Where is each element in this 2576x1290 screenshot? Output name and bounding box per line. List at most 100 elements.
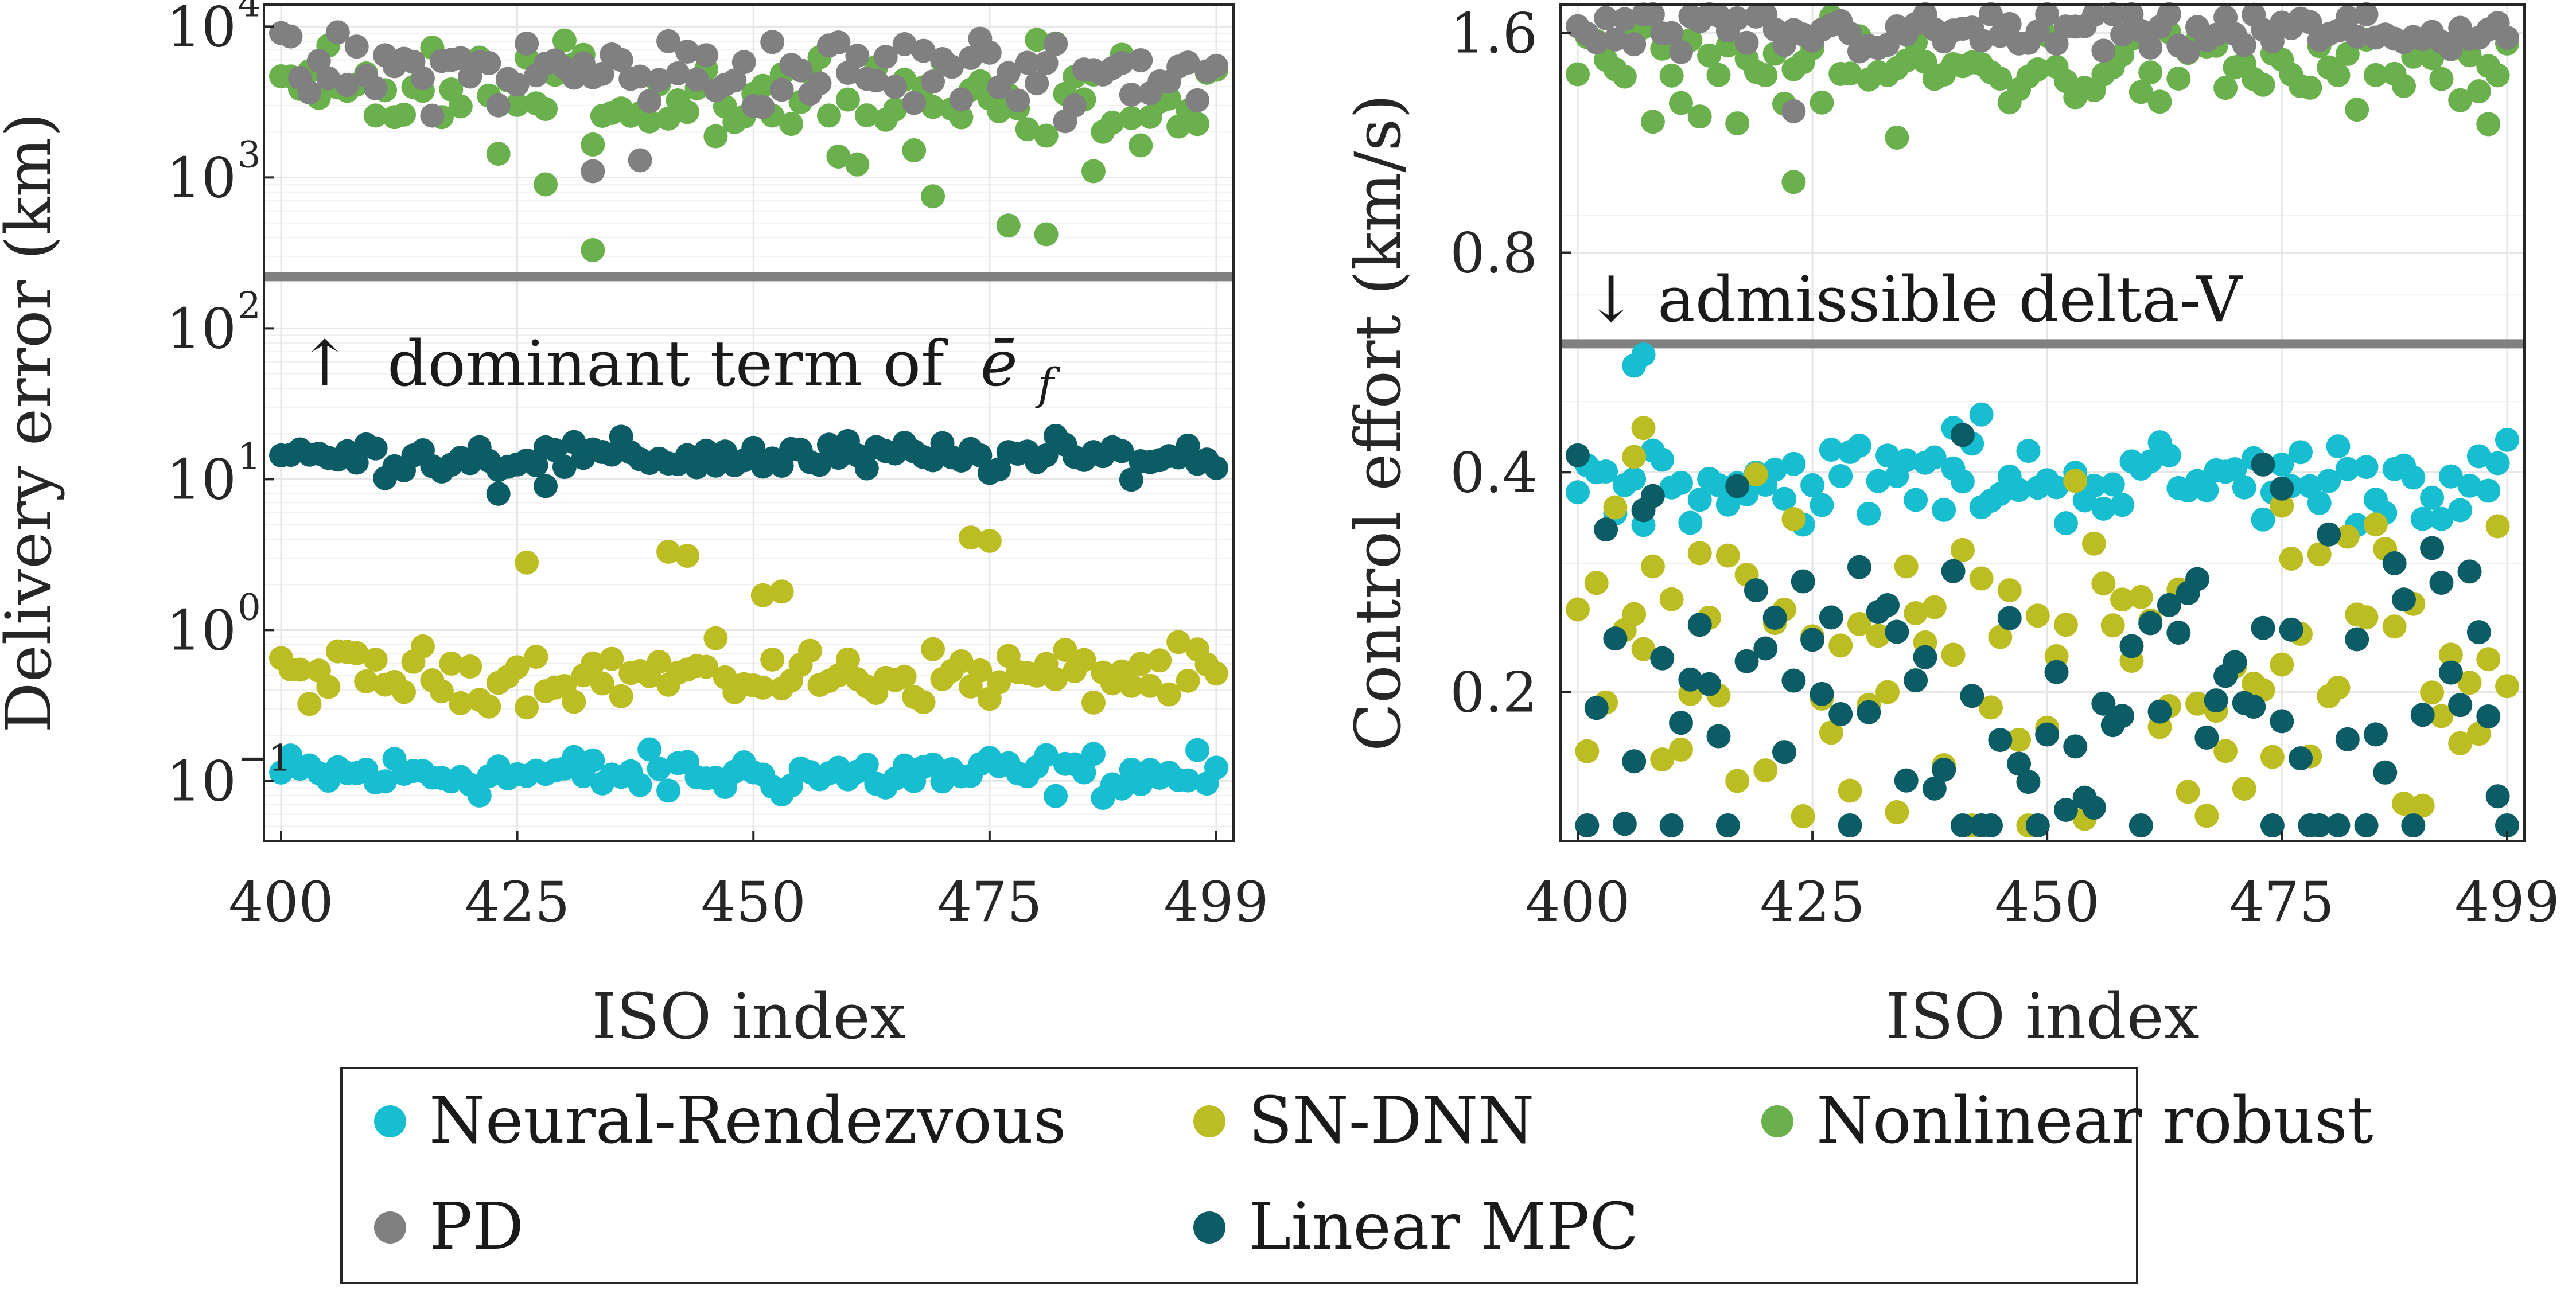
data-point-sn-dnn	[1950, 537, 1975, 562]
data-point-linear-mpc	[2373, 760, 2398, 785]
data-point-pd	[1640, 2, 1665, 26]
data-point-linear-mpc	[1979, 813, 2003, 838]
data-point-nonlinear-robust	[1081, 159, 1106, 184]
data-point-sn-dnn	[2063, 469, 2088, 493]
data-point-pd	[609, 48, 633, 72]
data-point-sn-dnn	[703, 626, 728, 650]
data-point-linear-mpc	[2223, 650, 2247, 675]
data-point-nonlinear-robust	[552, 28, 577, 53]
legend-item-pd: PD	[374, 1190, 524, 1264]
left-annotation-text: dominant term of	[387, 327, 948, 400]
right-y-axis-label: Control effort (km/s)	[1341, 94, 1415, 751]
data-point-pd	[2100, 2, 2125, 26]
data-point-sn-dnn	[1669, 737, 1693, 762]
data-point-pd	[845, 44, 870, 68]
data-point-linear-mpc	[1706, 724, 1731, 749]
data-point-pd	[2110, 22, 2135, 47]
data-point-linear-mpc	[2063, 734, 2088, 759]
data-point-pd	[883, 75, 908, 99]
data-point-pd	[1110, 50, 1134, 75]
data-point-nonlinear-robust	[1687, 104, 1712, 129]
data-point-sn-dnn	[1575, 739, 1600, 763]
data-point-sn-dnn	[968, 658, 993, 683]
data-point-sn-dnn	[1631, 637, 1656, 661]
data-point-neural-rendezvous	[1034, 743, 1059, 767]
data-point-linear-mpc	[1894, 768, 1919, 793]
data-point-neural-rendezvous	[1706, 473, 1731, 497]
y-tick-label: 0.4	[1450, 441, 1538, 505]
data-point-neural-rendezvous	[1781, 451, 1806, 476]
x-tick-label: 475	[2229, 870, 2334, 934]
data-point-sn-dnn	[1622, 602, 1647, 626]
data-point-linear-mpc	[2185, 567, 2209, 591]
data-point-nonlinear-robust	[854, 103, 879, 128]
data-point-neural-rendezvous	[373, 769, 398, 794]
data-point-neural-rendezvous	[2053, 511, 2078, 536]
data-point-sn-dnn	[760, 647, 785, 672]
data-point-nonlinear-robust	[2448, 88, 2473, 112]
left-annotation-symbol: ē	[980, 327, 1018, 400]
data-point-sn-dnn	[1157, 682, 1181, 707]
data-point-linear-mpc	[2354, 813, 2379, 838]
data-point-sn-dnn	[2025, 603, 2050, 628]
data-point-sn-dnn	[2100, 613, 2125, 638]
data-point-nonlinear-robust	[505, 92, 530, 117]
data-point-neural-rendezvous	[1932, 497, 1956, 522]
data-point-nonlinear-robust	[1640, 110, 1665, 134]
data-point-sn-dnn	[2420, 680, 2445, 705]
data-point-nonlinear-robust	[581, 238, 605, 263]
data-point-sn-dnn	[1744, 462, 1768, 487]
data-point-pd	[486, 93, 511, 118]
data-point-neural-rendezvous	[2354, 455, 2379, 480]
x-tick-label: 450	[701, 870, 806, 934]
data-point-linear-mpc	[1034, 443, 1059, 467]
data-point-pd	[996, 61, 1021, 85]
y-tick-exponent: 1	[238, 435, 261, 478]
data-point-linear-mpc	[1204, 455, 1228, 480]
data-point-sn-dnn	[600, 646, 624, 671]
data-point-linear-mpc	[552, 455, 577, 480]
data-point-nonlinear-robust	[996, 213, 1021, 238]
data-point-sn-dnn	[1129, 652, 1153, 676]
data-point-sn-dnn	[439, 651, 464, 676]
data-point-nonlinear-robust	[1129, 133, 1153, 158]
data-point-pd	[2082, 2, 2106, 27]
data-point-neural-rendezvous	[2307, 490, 2332, 515]
data-point-pd	[2495, 25, 2519, 50]
data-point-pd	[1669, 40, 1693, 64]
data-point-neural-rendezvous	[854, 752, 879, 777]
data-point-nonlinear-robust	[1612, 64, 1637, 89]
data-point-sn-dnn	[987, 670, 1011, 695]
data-point-nonlinear-robust	[779, 112, 804, 137]
data-point-nonlinear-robust	[2298, 75, 2322, 100]
data-point-sn-dnn	[2232, 776, 2256, 801]
data-point-neural-rendezvous	[628, 773, 652, 797]
data-point-sn-dnn	[2053, 613, 2078, 637]
data-point-pd	[647, 68, 671, 92]
x-tick-label: 400	[228, 870, 333, 934]
data-point-neural-rendezvous	[2110, 493, 2135, 517]
data-point-sn-dnn	[1138, 673, 1162, 698]
data-point-sn-dnn	[316, 675, 341, 699]
right-threshold-annotation: ↓ admissible delta-V	[1585, 263, 2243, 336]
legend-marker-linear-mpc	[1193, 1211, 1225, 1244]
data-point-pd	[731, 50, 756, 75]
data-point-sn-dnn	[2495, 674, 2519, 699]
data-point-linear-mpc	[2260, 813, 2285, 838]
data-point-nonlinear-robust	[2392, 73, 2416, 98]
legend-marker-neural-rendezvous	[374, 1105, 406, 1137]
data-point-linear-mpc	[534, 474, 558, 498]
data-point-sn-dnn	[1988, 625, 2013, 649]
left-axes-frame	[263, 3, 1235, 842]
data-point-sn-dnn	[287, 657, 312, 682]
data-point-sn-dnn	[410, 634, 435, 658]
data-point-pd	[684, 67, 709, 92]
data-point-pd	[1015, 50, 1040, 75]
data-point-linear-mpc	[2251, 452, 2275, 477]
data-point-nonlinear-robust	[826, 144, 851, 169]
data-point-pd	[363, 76, 388, 100]
data-point-neural-rendezvous	[2429, 506, 2454, 531]
data-point-sn-dnn	[1166, 630, 1191, 654]
data-point-nonlinear-robust	[2166, 67, 2191, 91]
